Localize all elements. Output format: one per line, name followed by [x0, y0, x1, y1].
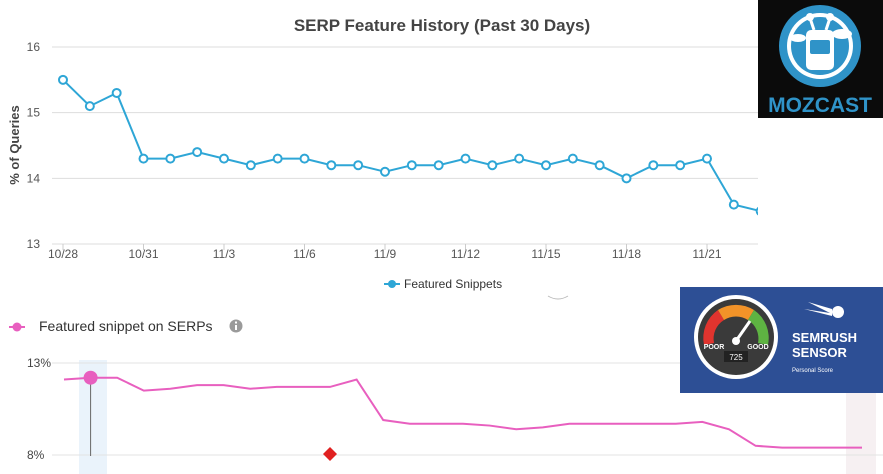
gauge-poor-label: POOR	[704, 344, 725, 351]
data-point	[111, 87, 122, 98]
data-point	[567, 153, 578, 164]
data-point	[621, 173, 632, 184]
scroll-hint	[547, 295, 569, 300]
data-point	[541, 160, 551, 171]
legend-marker	[12, 322, 22, 332]
data-point	[675, 160, 686, 171]
data-point	[138, 153, 149, 164]
semrush-flame-icon	[804, 302, 844, 318]
x-tick-label: 11/6	[293, 247, 316, 261]
x-tick-label: 11/9	[374, 247, 397, 261]
data-point	[353, 160, 364, 171]
mozcast-logo: MOZCAST	[758, 0, 883, 118]
data-point	[406, 160, 417, 171]
gauge-good-label: GOOD	[747, 344, 768, 351]
legend-2[interactable]: Featured snippet on SERPs	[9, 318, 213, 334]
data-point	[433, 160, 444, 171]
data-point	[755, 206, 758, 216]
semrush-subtitle: Personal Score	[792, 368, 834, 374]
semrush-title-line2: SENSOR	[792, 345, 848, 360]
chart-title: SERP Feature History (Past 30 Days)	[294, 16, 590, 35]
data-point	[702, 153, 712, 164]
gauge-score: 725	[729, 353, 743, 362]
mozcast-wordmark: MOZCAST	[768, 94, 872, 117]
mozcast-robot-icon: MOZCAST	[768, 5, 872, 117]
x-tick-label: 11/21	[692, 247, 721, 261]
legend-marker	[388, 280, 396, 288]
semrush-title-line1: SEMRUSH	[792, 330, 857, 345]
y-axis-label: % of Queries	[7, 105, 22, 184]
data-point	[192, 147, 203, 158]
y-tick-label: 13	[27, 237, 41, 251]
semrush-sensor-logo: POOR GOOD 725 SEMRUSH SENSOR Personal Sc…	[680, 287, 883, 393]
data-point	[514, 153, 525, 164]
data-point	[58, 74, 68, 85]
data-point	[380, 166, 390, 177]
chart-title-2: Featured snippet on SERPs	[39, 318, 213, 334]
x-tick-label: 10/28	[48, 247, 78, 261]
x-tick-label: 11/15	[531, 247, 560, 261]
y-tick-label: 13%	[27, 356, 51, 370]
data-point	[299, 153, 310, 164]
data-point	[219, 153, 229, 164]
x-tick-label: 11/12	[451, 247, 480, 261]
data-point	[165, 153, 176, 164]
data-point	[84, 101, 95, 112]
series-line	[62, 79, 758, 212]
data-point	[728, 199, 739, 210]
data-point	[594, 160, 605, 171]
legend[interactable]: Featured Snippets	[384, 277, 502, 291]
x-tick-label: 11/3	[213, 247, 236, 261]
semrush-gauge-icon: POOR GOOD 725 SEMRUSH SENSOR Personal Sc…	[694, 295, 857, 379]
y-tick-label: 15	[27, 106, 41, 120]
data-point	[326, 160, 337, 171]
info-icon[interactable]	[229, 319, 243, 333]
data-point	[648, 160, 659, 171]
serp-feature-history-chart: SERP Feature History (Past 30 Days) 13 14…	[7, 16, 758, 300]
data-point	[272, 153, 283, 164]
highlighted-point	[83, 370, 98, 385]
y-tick-label: 14	[27, 171, 41, 185]
data-point	[460, 153, 471, 164]
featured-snippet-serps-chart: Featured snippet on SERPs 13% 8%	[9, 318, 883, 474]
data-point	[245, 160, 256, 171]
y-tick-label: 8%	[27, 448, 45, 462]
event-marker-diamond	[323, 447, 337, 461]
data-point	[487, 160, 498, 171]
y-tick-label: 16	[27, 40, 41, 54]
legend-label: Featured Snippets	[404, 277, 502, 291]
series-line	[63, 376, 862, 449]
x-tick-label: 11/18	[612, 247, 641, 261]
x-tick-label: 10/31	[128, 247, 158, 261]
